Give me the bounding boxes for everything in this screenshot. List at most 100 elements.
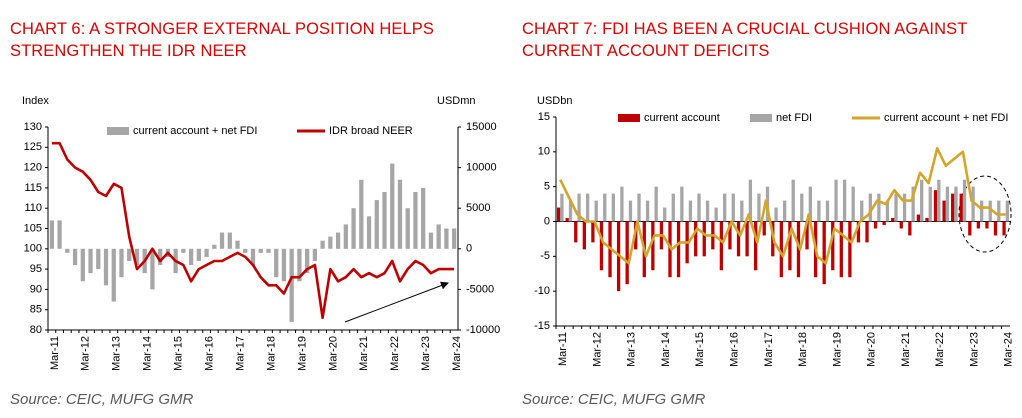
- bar: [212, 244, 217, 249]
- bar: [959, 193, 963, 222]
- bar: [96, 248, 101, 270]
- bar: [266, 248, 271, 253]
- bar: [49, 220, 54, 249]
- bar: [997, 200, 1001, 222]
- bar: [335, 232, 341, 249]
- bar: [688, 200, 693, 222]
- bar: [745, 221, 749, 257]
- line: [559, 147, 1006, 265]
- bar: [382, 191, 387, 249]
- y-tick-label: 95: [30, 263, 42, 275]
- x-tick-label: Mar-12: [591, 332, 603, 367]
- y-tick-label: 110: [24, 202, 42, 214]
- line: [51, 141, 455, 320]
- bar: [620, 186, 624, 222]
- bar: [134, 248, 140, 266]
- bar: [856, 221, 861, 243]
- bar: [235, 240, 240, 249]
- bar: [359, 179, 364, 249]
- bar: [603, 193, 607, 222]
- axis-label: USDmn: [437, 95, 476, 107]
- bar: [436, 224, 441, 249]
- bar: [954, 186, 958, 222]
- bar: [848, 221, 852, 278]
- bar: [80, 248, 85, 282]
- bar: [565, 218, 569, 222]
- bar: [65, 248, 70, 253]
- bar: [714, 207, 718, 222]
- bar: [788, 221, 792, 271]
- x-tick-label: Mar-22: [934, 332, 946, 367]
- y2-tick-label: -10000: [466, 324, 500, 336]
- bar: [594, 200, 598, 222]
- y2-tick-label: 10000: [466, 162, 497, 174]
- x-tick-label: Mar-16: [203, 336, 215, 371]
- legend-label: IDR broad NEER: [329, 125, 413, 137]
- x-tick-label: Mar-21: [358, 336, 370, 371]
- bar: [894, 193, 898, 222]
- x-tick-label: Mar-11: [557, 332, 569, 366]
- bar: [397, 179, 403, 249]
- y2-tick-label: 15000: [466, 121, 497, 133]
- bar: [428, 232, 434, 249]
- bar: [868, 193, 872, 222]
- x-tick-label: Mar-21: [900, 332, 912, 367]
- x-tick-label: Mar-19: [831, 332, 843, 367]
- bar: [976, 221, 981, 229]
- bar: [312, 248, 318, 261]
- bar: [937, 179, 941, 222]
- bar: [591, 221, 595, 243]
- bar: [817, 200, 821, 222]
- bar: [668, 221, 672, 278]
- bar: [676, 221, 681, 278]
- bar: [805, 221, 809, 250]
- bar: [103, 248, 109, 286]
- bar: [289, 248, 294, 322]
- bar: [556, 207, 561, 222]
- bar: [980, 200, 984, 222]
- bar: [834, 179, 838, 222]
- bar: [127, 248, 132, 261]
- x-tick-label: Mar-14: [142, 336, 154, 371]
- bar: [57, 220, 62, 249]
- bar: [962, 179, 967, 222]
- x-tick-label: Mar-23: [420, 336, 432, 371]
- bar: [808, 186, 812, 222]
- bar: [680, 186, 684, 222]
- y-tick-label: 125: [24, 141, 42, 153]
- bar: [822, 221, 826, 285]
- bar: [697, 193, 701, 222]
- bar: [842, 179, 847, 222]
- bar: [671, 193, 675, 222]
- bar: [757, 193, 761, 222]
- legend-swatch: [750, 114, 772, 122]
- y-tick-label: 10: [538, 146, 550, 158]
- x-tick-label: Mar-13: [111, 336, 123, 371]
- bar: [740, 200, 744, 222]
- bar: [305, 248, 310, 274]
- chart-title: CHART 6: A STRONGER EXTERNAL POSITION HE…: [10, 20, 434, 60]
- bar: [196, 248, 201, 261]
- x-tick-label: Mar-20: [866, 332, 878, 367]
- bar: [88, 248, 93, 274]
- x-tick-label: Mar-17: [763, 332, 775, 367]
- y-tick-label: 100: [24, 243, 42, 255]
- bar: [783, 200, 787, 222]
- bar: [119, 248, 124, 278]
- y-tick-label: 105: [24, 222, 42, 234]
- bar: [873, 221, 878, 229]
- bar: [452, 228, 457, 249]
- bar: [274, 248, 279, 278]
- bar: [988, 200, 992, 222]
- bar: [628, 200, 633, 222]
- bar: [343, 224, 348, 249]
- bar: [374, 200, 379, 249]
- bar: [188, 248, 194, 266]
- y-tick-label: 90: [30, 283, 42, 295]
- bar: [945, 186, 950, 222]
- bar: [297, 248, 302, 282]
- bar: [779, 221, 783, 278]
- bar: [328, 236, 333, 249]
- bar: [72, 248, 78, 266]
